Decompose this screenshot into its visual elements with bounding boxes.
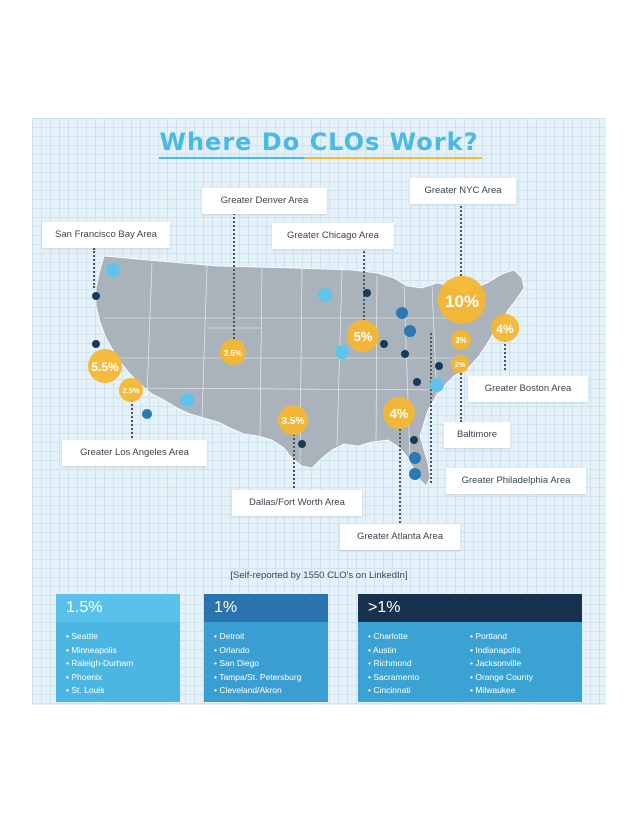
dot-tampa — [409, 468, 421, 480]
bubble-dallas-value: 3.5% — [282, 416, 305, 427]
list-item: Minneapolis — [66, 644, 170, 658]
dot-austin — [298, 440, 306, 448]
leader-dallas — [293, 418, 295, 488]
label-baltimore: Baltimore — [444, 422, 510, 448]
list-item: Orange County — [470, 671, 572, 685]
bubble-atlanta-value: 4% — [390, 406, 409, 421]
dot-cincinnati — [401, 350, 409, 358]
bubble-boston-value: 4% — [496, 322, 514, 336]
leader-baltimore — [460, 362, 462, 422]
label-chicago: Greater Chicago Area — [272, 223, 394, 249]
dot-raleigh-durham — [430, 378, 444, 392]
dot-seattle — [106, 263, 120, 277]
dot-minneapolis — [318, 288, 332, 302]
bubble-baltimore: 2% — [451, 355, 469, 373]
leader-la — [131, 388, 133, 438]
dot-jacksonville — [410, 436, 418, 444]
label-philly: Greater Philadelphia Area — [446, 468, 586, 494]
leader-nyc — [460, 206, 462, 276]
bubble-sandiego-value: 2.5% — [122, 386, 139, 395]
dot-st-louis — [335, 345, 349, 359]
bubble-baltimore-value: 2% — [455, 362, 466, 369]
list-item: San Diego — [214, 657, 318, 671]
page-title: Where Do CLOs Work? — [159, 128, 479, 156]
label-dallas: Dallas/Fort Worth Area — [232, 490, 362, 516]
tier-heading: >1% — [358, 594, 582, 622]
label-nyc: Greater NYC Area — [410, 178, 516, 204]
dot-detroit — [396, 307, 408, 319]
bubble-denver-value: 2.5% — [224, 349, 242, 358]
bubble-la: 5.5% — [88, 349, 122, 383]
source-caption: [Self-reported by 1550 CLO's on LinkedIn… — [230, 570, 408, 581]
infographic-panel: Where Do CLOs Work? San Francisco Bay Ar… — [32, 118, 606, 705]
us-map — [95, 255, 525, 487]
bubble-la-value: 5.5% — [91, 360, 119, 374]
tier-heading: 1% — [204, 594, 328, 622]
bubble-philly-value: 3% — [455, 336, 467, 345]
list-item: Charlotte — [368, 630, 470, 644]
dot-richmond — [435, 362, 443, 370]
region-bubbles: 10% 5% 4% 3% 2% 2.5% — [88, 276, 519, 435]
list-item: Portland — [470, 630, 572, 644]
dot-orange-county — [142, 409, 152, 419]
list-item: Sacramento — [368, 671, 470, 685]
list-item: Orlando — [214, 644, 318, 658]
leader-denver — [233, 213, 235, 339]
bubble-philly: 3% — [451, 330, 471, 350]
list-item: Richmond — [368, 657, 470, 671]
dot-orlando — [409, 452, 421, 464]
dot-charlotte — [413, 378, 421, 386]
bubble-chicago-value: 5% — [354, 329, 373, 344]
tier-box-1: 1% Detroit Orlando San Diego Tampa/St. P… — [204, 594, 328, 702]
label-atlanta: Greater Atlanta Area — [340, 524, 460, 550]
label-la: Greater Los Angeles Area — [62, 440, 207, 466]
bubble-nyc: 10% — [438, 276, 486, 324]
label-denver: Greater Denver Area — [202, 188, 327, 214]
list-item: Phoenix — [66, 671, 170, 685]
list-item: Milwaukee — [470, 684, 572, 698]
city-dots — [92, 263, 444, 480]
dot-portland — [92, 292, 100, 300]
list-item: Seattle — [66, 630, 170, 644]
list-item: St. Louis — [66, 684, 170, 698]
dot-cleveland — [404, 325, 416, 337]
bubble-atlanta: 4% — [383, 397, 415, 429]
leader-chicago — [363, 251, 365, 321]
list-item: Detroit — [214, 630, 318, 644]
map-markers: 10% 5% 4% 3% 2% 2.5% — [88, 263, 519, 480]
list-item: Austin — [368, 644, 470, 658]
tier-heading: 1.5% — [56, 594, 180, 622]
bubble-nyc-value: 10% — [445, 292, 479, 311]
bubble-sandiego-region: 2.5% — [119, 378, 143, 402]
dot-indianapolis — [380, 340, 388, 348]
list-item: Jacksonville — [470, 657, 572, 671]
leader-philly — [430, 333, 432, 483]
bubble-dallas: 3.5% — [278, 405, 308, 435]
leader-boston — [504, 340, 506, 370]
title-underline — [159, 157, 482, 159]
list-item: Cincinnati — [368, 684, 470, 698]
dot-sacramento — [92, 340, 100, 348]
label-boston: Greater Boston Area — [468, 376, 588, 402]
tier-box-under-1: >1% Charlotte Austin Richmond Sacramento… — [358, 594, 582, 702]
tier-box-1-5: 1.5% Seattle Minneapolis Raleigh-Durham … — [56, 594, 180, 702]
bubble-chicago: 5% — [347, 320, 379, 352]
list-item: Tampa/St. Petersburg — [214, 671, 318, 685]
list-item: Cleveland/Akron — [214, 684, 318, 698]
bubble-denver: 2.5% — [220, 339, 246, 365]
bubble-boston: 4% — [491, 314, 519, 342]
list-item: Raleigh-Durham — [66, 657, 170, 671]
label-sf: San Francisco Bay Area — [42, 222, 170, 248]
leader-sf — [93, 248, 95, 288]
dot-milwaukee — [363, 289, 371, 297]
list-item: Indianapolis — [470, 644, 572, 658]
dot-phoenix — [180, 393, 194, 407]
leader-atlanta — [399, 418, 401, 523]
